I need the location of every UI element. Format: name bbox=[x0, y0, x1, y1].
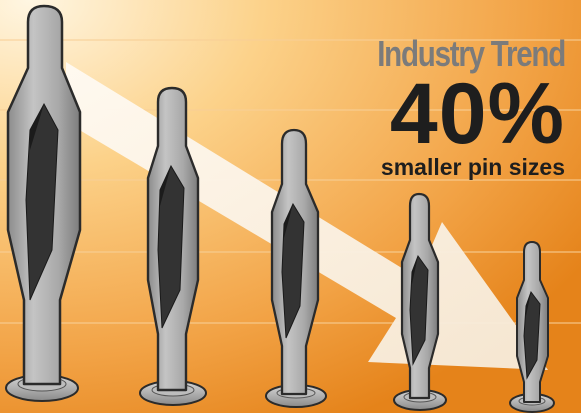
headline-title: Industry Trend bbox=[377, 33, 566, 74]
pin-5-icon bbox=[509, 241, 555, 413]
pin-4-icon bbox=[393, 192, 447, 411]
pin-2-icon bbox=[139, 86, 207, 406]
headline-block: Industry Trend 40% smaller pin sizes bbox=[325, 33, 566, 182]
pin-3-icon bbox=[265, 128, 327, 408]
headline-subtitle: smaller pin sizes bbox=[380, 154, 565, 180]
headline-percentage: 40% bbox=[389, 66, 565, 162]
pin-1-icon bbox=[5, 4, 82, 402]
